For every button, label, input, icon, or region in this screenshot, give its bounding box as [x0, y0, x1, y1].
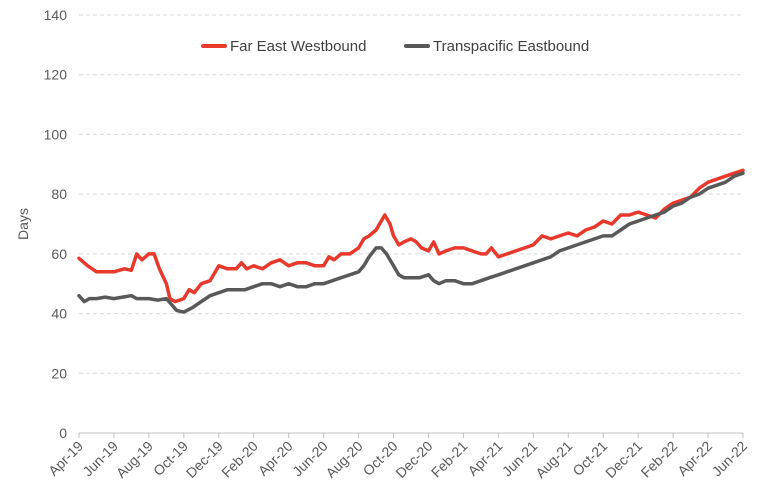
series-line-far-east-westbound	[77, 168, 745, 304]
x-tick-label-12: Apr-21	[464, 438, 505, 479]
x-tick-label-6: Apr-20	[255, 438, 296, 479]
x-tick-label-2: Aug-19	[113, 438, 156, 481]
y-tick-label-20: 20	[51, 365, 67, 381]
legend-far-east-westbound-label: Far East Westbound	[230, 38, 366, 55]
y-tick-label-80: 80	[51, 186, 67, 202]
y-tick-label-60: 60	[51, 246, 67, 262]
series-line-transpacific-eastbound	[77, 171, 745, 314]
legend-transpacific-eastbound-label: Transpacific Eastbound	[433, 38, 589, 55]
y-tick-label-100: 100	[44, 126, 68, 142]
x-tick-label-8: Aug-20	[322, 438, 365, 481]
x-tick-label-10: Dec-20	[392, 438, 435, 481]
x-tick-label-18: Apr-22	[674, 438, 715, 479]
x-tick-label-5: Feb-20	[218, 438, 261, 481]
x-tick-label-17: Feb-22	[638, 438, 681, 481]
x-tick-label-11: Feb-21	[428, 438, 471, 481]
x-tick-label-19: Jun-22	[709, 438, 751, 480]
y-tick-label-140: 140	[44, 7, 68, 23]
x-tick-label-0: Apr-19	[45, 438, 86, 479]
y-tick-label-0: 0	[59, 425, 67, 441]
x-tick-label-16: Dec-21	[602, 438, 645, 481]
y-tick-label-120: 120	[44, 67, 68, 83]
x-tick-label-4: Dec-19	[183, 438, 226, 481]
x-tick-label-14: Aug-21	[532, 438, 575, 481]
y-axis-title: Days	[15, 208, 31, 240]
y-tick-label-40: 40	[51, 306, 67, 322]
